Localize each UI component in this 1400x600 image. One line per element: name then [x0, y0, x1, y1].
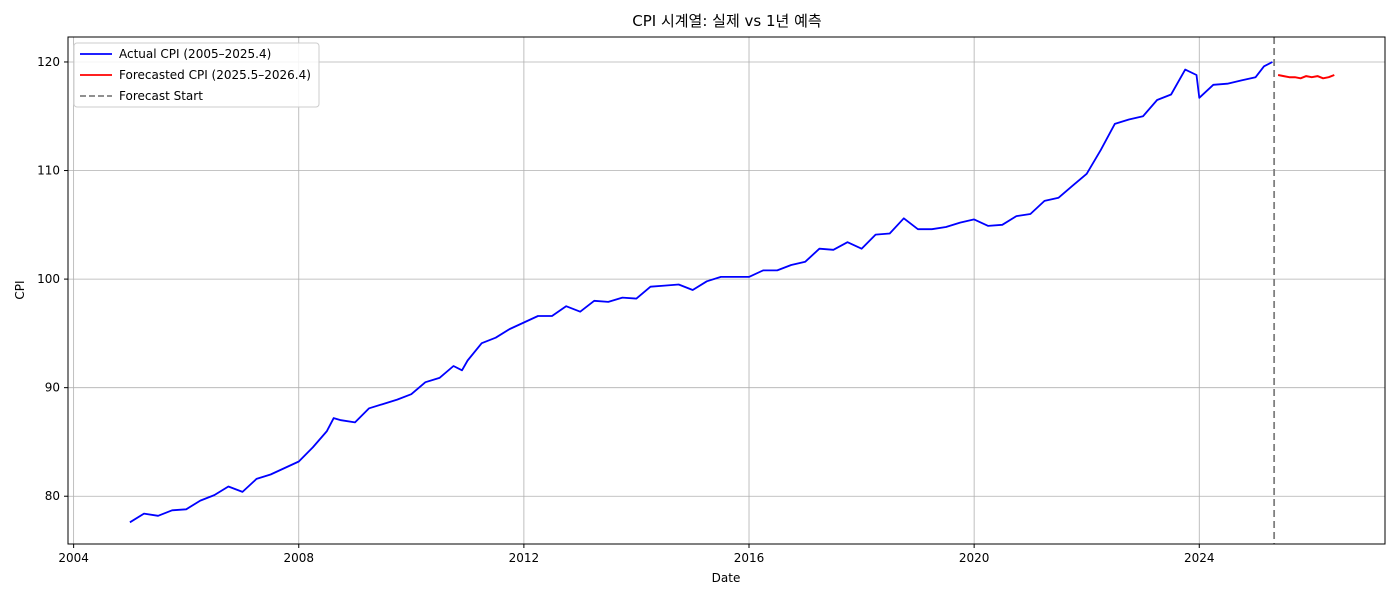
y-tick-label: 80: [45, 489, 60, 503]
plot-area: [129, 37, 1335, 544]
legend: Actual CPI (2005–2025.4) Forecasted CPI (…: [73, 42, 320, 108]
legend-label-1: Forecasted CPI (2025.5–2026.4): [119, 68, 311, 82]
y-tick-label: 90: [45, 381, 60, 395]
legend-label-0: Actual CPI (2005–2025.4): [119, 47, 271, 61]
x-tick-label: 2020: [959, 551, 990, 565]
y-axis-label: CPI: [13, 280, 27, 299]
grid-lines: [68, 37, 1385, 544]
series-line-1: [1277, 74, 1335, 80]
x-tick-label: 2024: [1184, 551, 1215, 565]
x-tick-label: 2004: [58, 551, 89, 565]
plot-frame: [67, 36, 1386, 545]
series-line-0: [129, 61, 1273, 524]
y-tick-label: 110: [37, 164, 60, 178]
x-axis-ticks: 2004 2008 2012 2016 2020 2024: [58, 544, 1215, 565]
x-axis-label: Date: [712, 571, 741, 585]
legend-label-2: Forecast Start: [119, 89, 203, 103]
x-tick-label: 2016: [734, 551, 765, 565]
x-tick-label: 2012: [509, 551, 540, 565]
chart-title: CPI 시계열: 실제 vs 1년 예측: [632, 12, 821, 30]
y-tick-label: 100: [37, 272, 60, 286]
legend-box: [73, 42, 320, 108]
x-tick-label: 2008: [283, 551, 314, 565]
y-axis-ticks: 80 90 100 110 120: [37, 55, 68, 503]
y-tick-label: 120: [37, 55, 60, 69]
